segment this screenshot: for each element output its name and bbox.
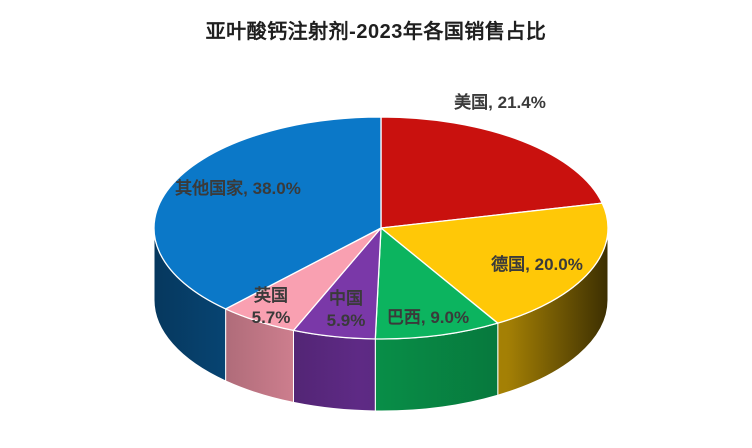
pie-slice-5 (153, 116, 382, 310)
pie-slice-side-3 (292, 329, 376, 412)
pie-slice-2 (374, 227, 499, 340)
pie-slice-1 (380, 202, 609, 324)
chart-title: 亚叶酸钙注射剂-2023年各国销售占比 (205, 21, 547, 43)
pie-slice-0 (380, 116, 603, 229)
